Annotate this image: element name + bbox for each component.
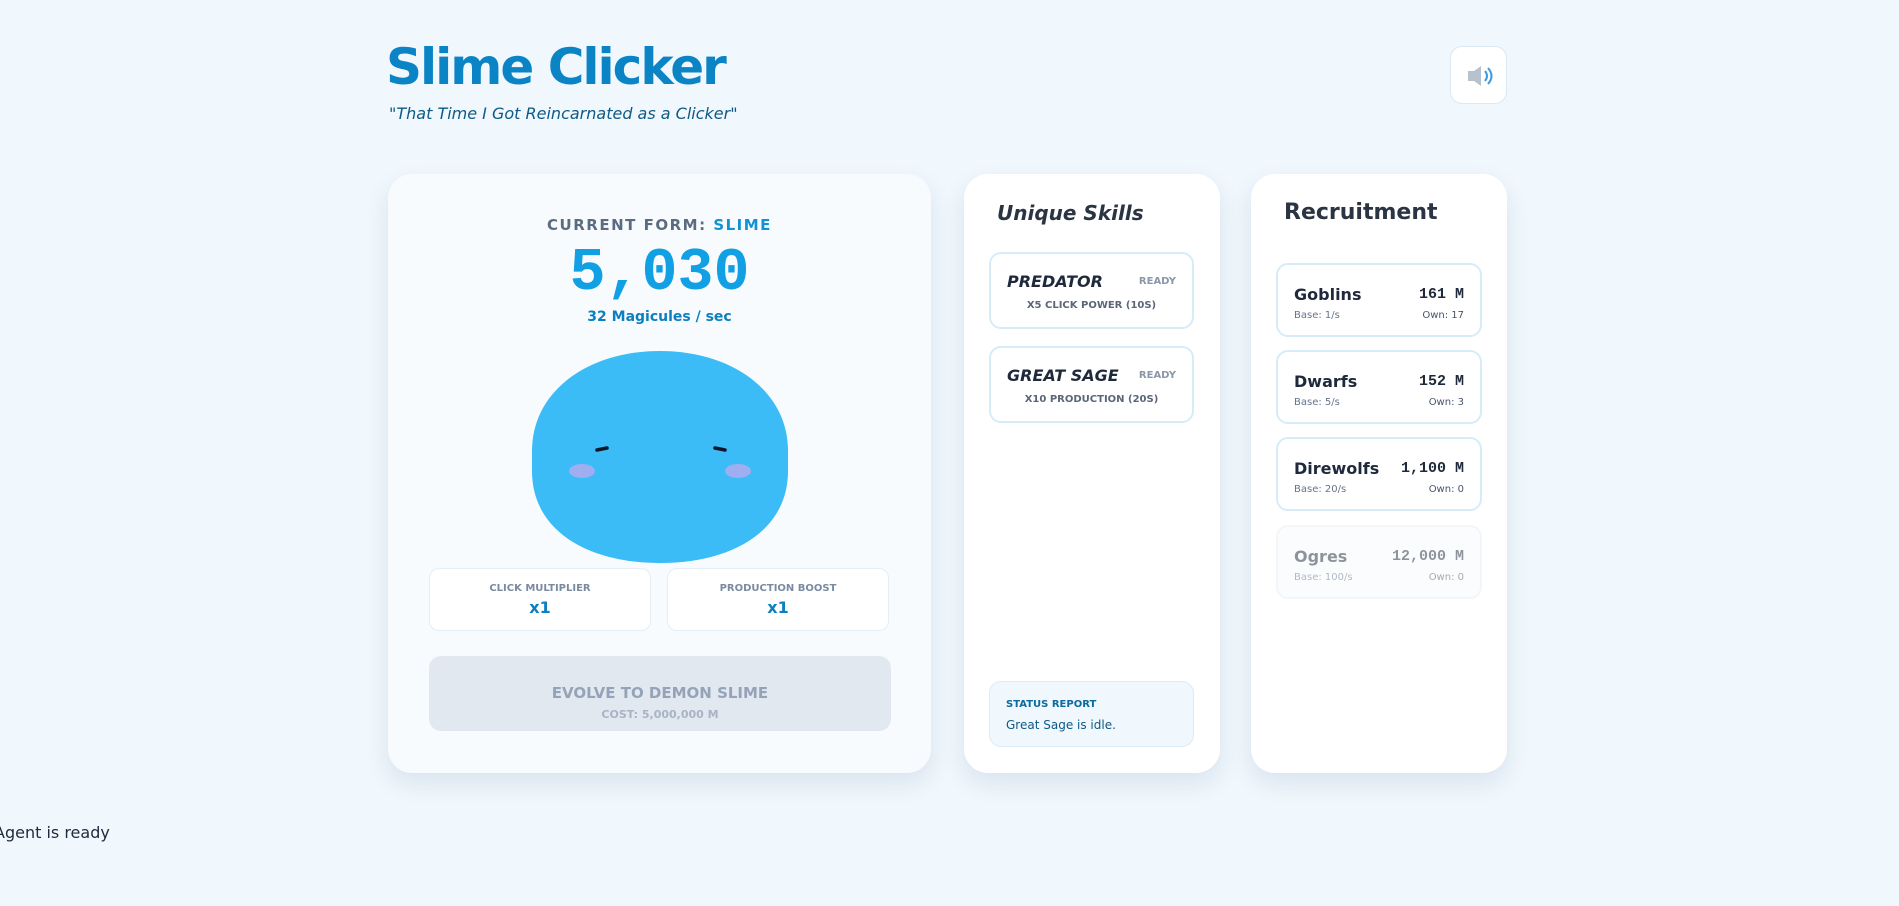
slime-panel: CURRENT FORM: SLIME 5,030 32 Magicules /… <box>388 174 931 773</box>
unit-name: Goblins <box>1294 285 1362 304</box>
unit-cost: 1,100 M <box>1400 460 1464 477</box>
evolve-title: EVOLVE TO DEMON SLIME <box>551 684 769 702</box>
skill-name: PREDATOR <box>1007 272 1103 291</box>
rate: 32 Magicules / sec <box>587 309 732 325</box>
evolve-button[interactable]: EVOLVE TO DEMON SLIME COST: 5,000,000 M <box>429 656 891 731</box>
unit-base: Base: 5/s <box>1294 397 1340 408</box>
stat-value: x1 <box>767 598 789 617</box>
unit-base: Base: 100/s <box>1294 572 1353 583</box>
recruitment-title: Recruitment <box>1284 200 1438 225</box>
app-title: Slime Clicker <box>386 38 727 96</box>
unit-name: Dwarfs <box>1294 372 1358 391</box>
skill-desc: X5 CLICK POWER (10S) <box>1026 300 1157 311</box>
unit-name: Direwolfs <box>1294 459 1380 478</box>
skill-desc: X10 PRODUCTION (20S) <box>1024 394 1159 405</box>
agent-status: Agent is ready <box>0 823 110 842</box>
unit-card[interactable]: Direwolfs 1,100 M Base: 20/s Own: 0 <box>1276 437 1482 511</box>
unit-cost: 152 M <box>1418 373 1464 390</box>
unit-card[interactable]: Ogres 12,000 M Base: 100/s Own: 0 <box>1276 525 1482 599</box>
unit-name: Ogres <box>1294 547 1348 566</box>
magicule-count: 5,030 <box>569 240 750 308</box>
stat-label: CLICK MULTIPLIER <box>489 583 591 594</box>
unit-card[interactable]: Dwarfs 152 M Base: 5/s Own: 3 <box>1276 350 1482 424</box>
skill-card[interactable]: GREAT SAGE READY X10 PRODUCTION (20S) <box>989 346 1194 423</box>
form-label: CURRENT FORM: <box>547 216 707 234</box>
slime[interactable] <box>532 351 788 563</box>
skill-status: READY <box>1138 276 1176 287</box>
form-name: SLIME <box>713 216 772 234</box>
skill-name: GREAT SAGE <box>1007 366 1119 385</box>
unit-own: Own: 3 <box>1428 397 1464 408</box>
unit-own: Own: 0 <box>1428 484 1464 495</box>
skills-title: Unique Skills <box>997 201 1144 225</box>
speaker-icon <box>1468 66 1493 86</box>
evolve-cost: COST: 5,000,000 M <box>601 708 719 721</box>
unit-own: Own: 17 <box>1422 310 1464 321</box>
status-report: STATUS REPORT Great Sage is idle. <box>989 681 1194 747</box>
form-line: CURRENT FORM: SLIME <box>388 216 931 234</box>
stat-box: CLICK MULTIPLIER x1 <box>429 568 651 631</box>
unit-card[interactable]: Goblins 161 M Base: 1/s Own: 17 <box>1276 263 1482 337</box>
stat-box: PRODUCTION BOOST x1 <box>667 568 889 631</box>
report-label: STATUS REPORT <box>1006 699 1097 710</box>
recruitment-panel: Recruitment Goblins 161 M Base: 1/s Own: 17… <box>1251 174 1507 773</box>
unit-base: Base: 1/s <box>1294 310 1340 321</box>
stat-label: PRODUCTION BOOST <box>719 583 837 594</box>
skills-panel: Unique Skills PREDATOR READY X5 CLICK POWE… <box>964 174 1220 773</box>
unit-cost: 161 M <box>1418 286 1464 303</box>
report-text: Great Sage is idle. <box>1006 718 1116 732</box>
unit-own: Own: 0 <box>1428 572 1464 583</box>
sound-button[interactable] <box>1450 46 1507 104</box>
skill-status: READY <box>1138 370 1176 381</box>
app-subtitle: "That Time I Got Reincarnated as a Click… <box>389 104 738 123</box>
unit-cost: 12,000 M <box>1391 548 1464 565</box>
unit-base: Base: 20/s <box>1294 484 1347 495</box>
stat-value: x1 <box>529 598 551 617</box>
skill-card[interactable]: PREDATOR READY X5 CLICK POWER (10S) <box>989 252 1194 329</box>
